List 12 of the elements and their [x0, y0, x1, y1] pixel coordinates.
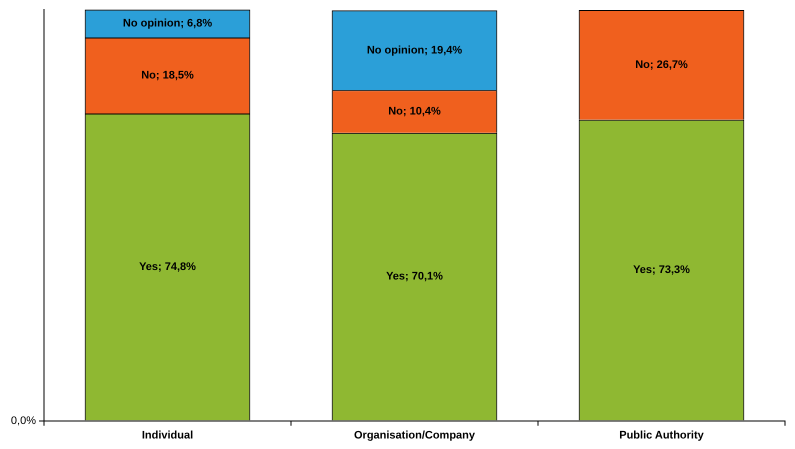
text: 0,0%: [10, 414, 36, 427]
data-label: No; 26,7%: [635, 58, 688, 71]
data-label: Yes; 73,3%: [633, 264, 690, 276]
data-label: Yes; 74,8%: [139, 260, 196, 273]
x-tick-label: Public Authority: [619, 429, 705, 442]
x-tick-label: Individual: [142, 429, 194, 442]
data-label: No opinion; 19,4%: [366, 44, 462, 56]
x-tick-label: Organisation/Company: [354, 429, 476, 442]
data-label: No; 10,4%: [388, 106, 441, 118]
data-label: No opinion; 6,8%: [122, 18, 212, 30]
data-label: No; 18,5%: [141, 70, 194, 82]
data-label: Yes; 70,1%: [386, 270, 444, 283]
